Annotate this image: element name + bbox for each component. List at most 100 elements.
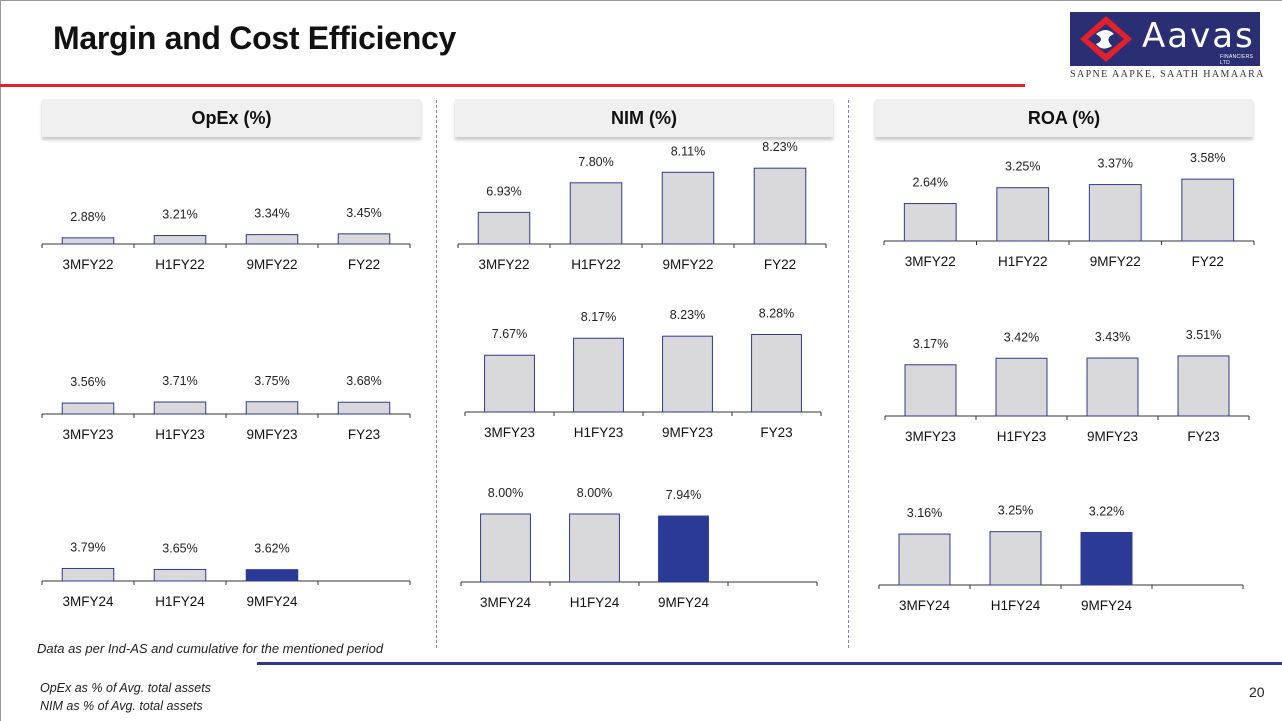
opex-chart-2-data-label: 3.75% xyxy=(254,374,289,388)
nim-chart-2-category-label: H1FY23 xyxy=(574,425,624,440)
logo-subtext: FINANCIERS LTD xyxy=(1220,54,1254,66)
panel-divider-1 xyxy=(436,100,437,648)
nim-chart-2-bar xyxy=(662,335,713,413)
roa-chart-2-data-label: 3.42% xyxy=(1004,330,1039,344)
roa-chart-1-category-label: 3MFY22 xyxy=(905,254,956,269)
nim-chart-1-data-label: 6.93% xyxy=(486,184,521,198)
roa-chart-2-category-label: 3MFY23 xyxy=(905,429,956,444)
roa-chart-1-data-label: 3.37% xyxy=(1098,157,1133,171)
opex-chart-2-bar xyxy=(337,401,391,415)
slide-frame-left xyxy=(0,0,1,721)
opex-chart-1-data-label: 3.34% xyxy=(254,207,289,221)
nim-chart-3-data-label: 7.94% xyxy=(666,488,701,502)
nim-chart-2-data-label: 8.23% xyxy=(670,308,705,322)
roa-chart-2-data-label: 3.17% xyxy=(913,337,948,351)
opex-chart-3-category-label: H1FY24 xyxy=(155,594,205,609)
nim-chart-2-bar xyxy=(573,337,624,413)
nim-chart-1-bar xyxy=(753,167,807,245)
definitions: OpEx as % of Avg. total assets NIM as % … xyxy=(40,679,211,715)
opex-chart-2-data-label: 3.56% xyxy=(70,375,105,389)
nim-chart-1-category-label: 3MFY22 xyxy=(478,257,529,272)
opex-chart-1-category-label: 9MFY22 xyxy=(246,257,297,272)
roa-chart-1-bar xyxy=(996,187,1050,242)
opex-chart-1-data-label: 2.88% xyxy=(70,210,105,224)
panel-header-roa: ROA (%) xyxy=(875,99,1253,137)
nim-chart-2-data-label: 7.67% xyxy=(492,327,527,341)
roa-chart-1-data-label: 2.64% xyxy=(913,176,948,190)
roa-chart-3-data-label: 3.22% xyxy=(1089,504,1124,518)
roa-chart-3-category-label: 9MFY24 xyxy=(1081,598,1133,613)
opex-chart-2-category-label: H1FY23 xyxy=(155,427,205,442)
nim-chart-1-bar xyxy=(661,171,715,245)
nim-chart-1-data-label: 8.23% xyxy=(762,140,797,154)
opex-chart-2-category-label: 9MFY23 xyxy=(246,427,297,442)
definition-opex: OpEx as % of Avg. total assets xyxy=(40,681,211,695)
roa-chart-2-bar xyxy=(904,364,957,417)
nim-chart-2-bar xyxy=(484,354,535,413)
opex-chart-1-data-label: 3.21% xyxy=(162,208,197,222)
roa-chart-1-data-label: 3.25% xyxy=(1005,160,1040,174)
opex-chart-3-data-label: 3.62% xyxy=(254,542,289,556)
roa-chart-3-bar xyxy=(1080,531,1133,586)
opex-chart-1-category-label: H1FY22 xyxy=(155,257,205,272)
page-number: 20 xyxy=(1249,684,1265,700)
roa-chart-2-data-label: 3.43% xyxy=(1095,330,1130,344)
roa-chart-2-bar xyxy=(1177,355,1230,417)
opex-chart-1-data-label: 3.45% xyxy=(346,206,381,220)
nim-chart-2-category-label: 3MFY23 xyxy=(484,425,535,440)
nim-chart-3-data-label: 8.00% xyxy=(488,486,523,500)
nim-chart-2-data-label: 8.28% xyxy=(759,306,794,320)
logo-wordmark: Aavas xyxy=(1142,16,1255,56)
opex-chart-2-data-label: 3.68% xyxy=(346,374,381,388)
slide-frame-top xyxy=(0,0,1282,1)
roa-chart-1-bar xyxy=(1181,178,1235,242)
nim-chart-3-bar xyxy=(658,515,709,583)
panel-header-opex: OpEx (%) xyxy=(42,99,421,137)
opex-chart-3-data-label: 3.65% xyxy=(162,541,197,555)
nim-chart-1-category-label: H1FY22 xyxy=(571,257,621,272)
roa-chart-3-data-label: 3.25% xyxy=(998,504,1033,518)
opex-chart-1-bar xyxy=(61,237,115,245)
nim-chart-1-data-label: 7.80% xyxy=(578,155,613,169)
opex-chart-1-category-label: 3MFY22 xyxy=(62,257,113,272)
roa-chart-2-data-label: 3.51% xyxy=(1186,328,1221,342)
brand-logo: Aavas FINANCIERS LTD SAPNE AAPKE, SAATH … xyxy=(1070,12,1263,82)
logo-mark-icon xyxy=(1080,16,1132,62)
opex-chart-3-category-label: 3MFY24 xyxy=(62,594,114,609)
roa-chart-2-bar xyxy=(1086,357,1139,417)
opex-chart-1-bar xyxy=(337,233,391,245)
opex-chart-2-bar xyxy=(153,401,207,415)
roa-chart-3-data-label: 3.16% xyxy=(907,506,942,520)
roa-chart-1-category-label: H1FY22 xyxy=(998,254,1048,269)
nim-chart-1-category-label: 9MFY22 xyxy=(662,257,713,272)
nim-chart-3-category-label: 9MFY24 xyxy=(658,595,710,610)
opex-chart-1-bar xyxy=(245,234,299,245)
opex-chart-3-category-label: 9MFY24 xyxy=(246,594,298,609)
panel-header-nim: NIM (%) xyxy=(455,99,833,137)
opex-chart-1-bar xyxy=(153,235,207,245)
roa-chart-3-bar xyxy=(989,531,1042,586)
roa-chart-1-data-label: 3.58% xyxy=(1190,151,1225,165)
roa-chart-2-category-label: H1FY23 xyxy=(997,429,1047,444)
roa-chart-2-category-label: 9MFY23 xyxy=(1087,429,1138,444)
roa-chart-1-bar xyxy=(1088,184,1142,242)
page-title: Margin and Cost Efficiency xyxy=(53,20,456,56)
roa-chart-1-category-label: 9MFY22 xyxy=(1090,254,1141,269)
title-underline xyxy=(0,84,1025,87)
nim-chart-3-category-label: 3MFY24 xyxy=(480,595,532,610)
nim-chart-3-bar xyxy=(569,513,620,583)
roa-chart-2-bar xyxy=(995,357,1048,417)
nim-chart-3-data-label: 8.00% xyxy=(577,486,612,500)
roa-chart-3-category-label: H1FY24 xyxy=(991,598,1041,613)
nim-chart-3-category-label: H1FY24 xyxy=(570,595,620,610)
opex-chart-2-bar xyxy=(245,401,299,415)
footnote: Data as per Ind-AS and cumulative for th… xyxy=(37,641,384,656)
opex-chart-2-category-label: 3MFY23 xyxy=(62,427,113,442)
roa-chart-3-bar xyxy=(898,533,951,586)
footer-rule xyxy=(257,662,1282,665)
opex-chart-2-category-label: FY23 xyxy=(348,427,380,442)
roa-chart-1-category-label: FY22 xyxy=(1192,254,1224,269)
nim-chart-2-data-label: 8.17% xyxy=(581,310,616,324)
